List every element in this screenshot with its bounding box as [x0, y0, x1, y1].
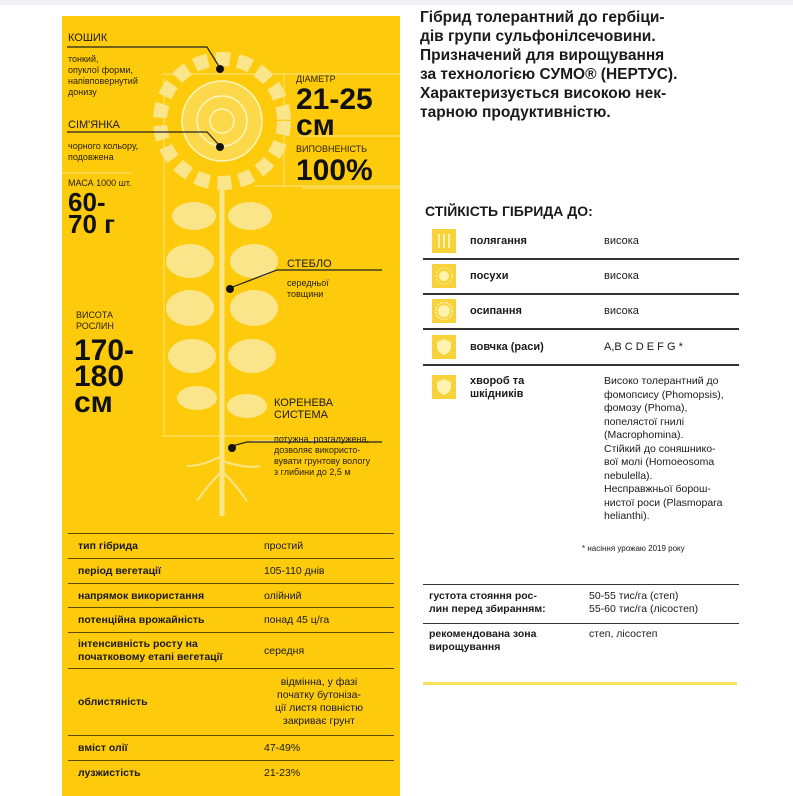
resistance-row: посухи висока: [423, 264, 739, 288]
stem-title: СТЕБЛО: [287, 258, 332, 270]
height-label: ВИСОТА РОСЛИН: [76, 310, 114, 331]
root-desc: потужна, розгалужена, дозволяє використо…: [274, 434, 371, 477]
table-row: інтенсивність росту на початковому етапі…: [68, 632, 394, 668]
zone-row: рекомендована зона вирощування степ, лісо…: [429, 628, 658, 653]
diameter-label: ДІАМЕТР: [296, 74, 336, 84]
resistance-row: хвороб та шкідників Високо толерантний до…: [423, 375, 739, 524]
divider: [423, 328, 739, 330]
resistance-row: осипання висока: [423, 299, 739, 323]
divider: [423, 293, 739, 295]
sun-burst-icon: [432, 299, 456, 323]
density-row: густота стояння рос- лин перед збиранням…: [429, 590, 699, 615]
resistance-row: вовчка (раси) A,B C D E F G *: [423, 335, 739, 359]
height-value: 170- 180 см: [74, 334, 135, 419]
table-row: тип гібрида простий: [68, 533, 394, 558]
top-bar: [0, 0, 793, 5]
mass-label: МАСА 1000 шт.: [68, 178, 132, 188]
seed-title: СІМ'ЯНКА: [68, 119, 120, 131]
sun-icon: [432, 264, 456, 288]
stem-desc: середньої товщини: [287, 278, 329, 299]
seed-desc: чорного кольору, подовжена: [68, 141, 139, 162]
hybrid-description: Гібрид толерантний до гербіци- дів групи…: [420, 9, 678, 121]
table-row: лузжистість 21-23%: [68, 760, 394, 785]
shield-icon: [432, 335, 456, 359]
table-row: облистяність відмінна, у фазі початку бут…: [68, 668, 394, 735]
table-row: напрямок використання олійний: [68, 583, 394, 607]
resistance-row: полягання висока: [423, 229, 739, 253]
divider: [423, 364, 739, 366]
mass-value: 60- 70 г: [68, 187, 115, 239]
divider: [423, 258, 739, 260]
head-desc: тонкий, опуклої форми, напівповернутий д…: [68, 54, 138, 97]
wheat-icon: [432, 229, 456, 253]
plant-infographic-panel: КОШИК тонкий, опуклої форми, напівповерн…: [62, 16, 400, 796]
table-row: вміст олії 47-49%: [68, 735, 394, 760]
footnote: * насіння урожаю 2019 року: [582, 544, 685, 553]
sunflower-illustration: [62, 46, 400, 516]
diameter-value: 21-25 см: [296, 83, 373, 142]
accent-line: [423, 682, 737, 685]
shield-icon: [432, 375, 456, 399]
table-row: період вегетації 105-110 днів: [68, 558, 394, 583]
root-title: КОРЕНЕВА СИСТЕМА: [274, 397, 334, 421]
resistance-title: СТІЙКІСТЬ ГІБРИДА ДО:: [425, 203, 593, 219]
head-title: КОШИК: [68, 32, 108, 44]
hybrid-characteristics-table: тип гібрида простий період вегетації 105-1…: [68, 533, 394, 785]
fill-label: ВИПОВНЕНІСТЬ: [296, 144, 368, 154]
divider: [423, 623, 739, 624]
table-row: потенційна врожайність понад 45 ц/га: [68, 607, 394, 632]
divider: [423, 584, 739, 585]
fill-value: 100%: [296, 154, 373, 187]
